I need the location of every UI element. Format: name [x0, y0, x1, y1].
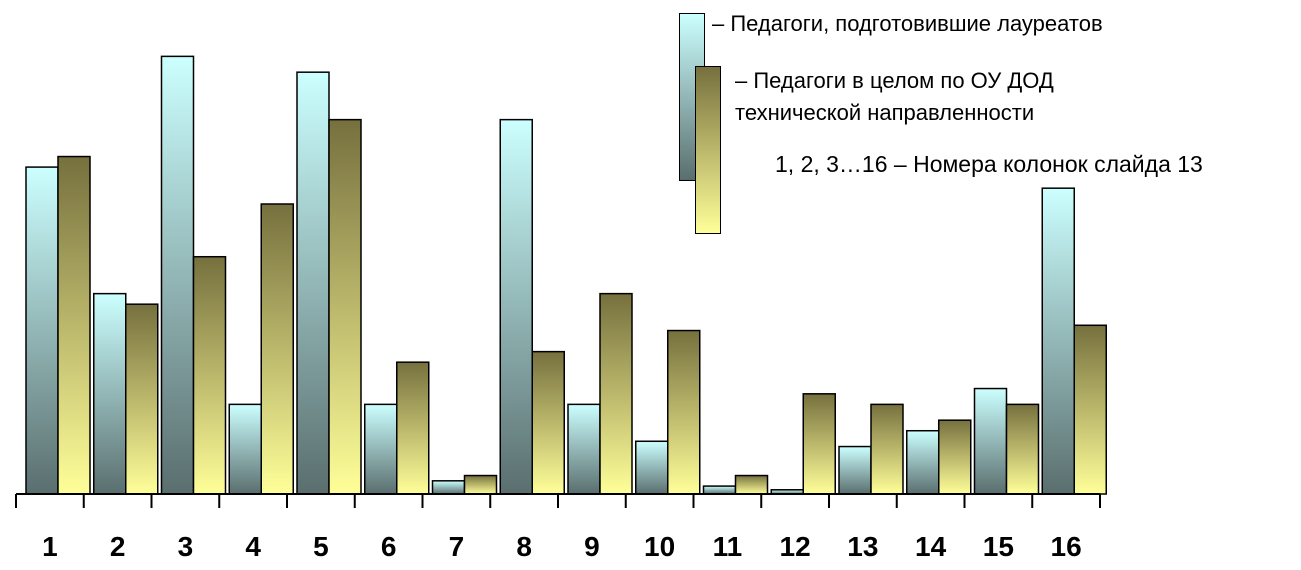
bar-series-1-col-16 [1041, 187, 1075, 495]
legend-label-series-1: – Педагоги, подготовившие лауреатов [712, 11, 1103, 36]
bar-series-2-col-15 [1005, 403, 1040, 495]
bar-series-1-col-14 [906, 429, 940, 495]
legend-swatch-series-2 [695, 66, 721, 234]
x-tick-label-13: 13 [847, 531, 878, 562]
x-tick-label-7: 7 [449, 531, 465, 562]
bar-series-2-col-14 [938, 419, 972, 495]
bar-series-1-col-5 [296, 71, 330, 495]
x-tick-label-1: 1 [42, 531, 58, 562]
bar-series-1-col-10 [635, 440, 669, 495]
x-tick-label-3: 3 [178, 531, 194, 562]
bar-series-2-col-1 [57, 155, 91, 495]
bars-group [25, 55, 1107, 495]
bar-series-2-col-8 [531, 350, 565, 495]
legend-label-series-2-line-1: – Педагоги в целом по ОУ ДОД [735, 68, 1054, 93]
x-tick-label-15: 15 [983, 531, 1014, 562]
bar-series-1-col-1 [25, 166, 59, 495]
bar-series-1-col-3 [160, 55, 195, 495]
bar-series-2-col-2 [125, 303, 159, 495]
x-tick-label-14: 14 [915, 531, 947, 562]
bar-series-1-col-8 [499, 118, 533, 495]
bar-series-2-col-5 [328, 118, 362, 495]
bar-series-2-col-12 [802, 393, 836, 495]
x-tick-label-4: 4 [245, 531, 261, 562]
x-tick-label-2: 2 [110, 531, 126, 562]
x-tick-label-11: 11 [713, 531, 743, 562]
bar-series-2-col-7 [463, 474, 498, 495]
bar-series-1-col-6 [364, 403, 398, 495]
x-tick-label-16: 16 [1051, 531, 1082, 562]
bar-series-1-col-7 [431, 480, 466, 495]
bar-series-2-col-9 [599, 292, 633, 495]
bar-series-1-col-15 [973, 387, 1008, 495]
bar-series-2-col-4 [260, 203, 294, 495]
x-axis-tick-labels: 1 2 3 4 5 6 7 8 9 10 11 12 13 14 15 16 [42, 531, 1082, 562]
x-tick-label-10: 10 [644, 531, 675, 562]
bar-series-2-col-6 [396, 361, 430, 495]
x-tick-label-5: 5 [313, 531, 329, 562]
x-tick-label-8: 8 [516, 531, 532, 562]
bar-series-2-col-16 [1073, 324, 1107, 495]
bar-series-2-col-3 [192, 255, 227, 495]
bar-series-1-col-13 [838, 445, 872, 495]
bar-series-1-col-4 [228, 403, 262, 495]
bar-series-1-col-9 [567, 403, 601, 495]
legend-label-series-2-line-2: технической направленности [735, 100, 1035, 125]
x-tick-label-6: 6 [381, 531, 397, 562]
bar-series-1-col-2 [93, 292, 127, 495]
bar-series-2-col-11 [734, 474, 769, 495]
legend-note: 1, 2, 3…16 – Номера колонок слайда 13 [775, 151, 1203, 177]
x-tick-label-12: 12 [780, 531, 811, 562]
bar-series-1-col-11 [702, 485, 737, 495]
x-axis-ticks [15, 494, 1101, 508]
bar-series-2-col-13 [870, 403, 904, 495]
bar-series-2-col-10 [667, 329, 701, 495]
x-tick-label-9: 9 [584, 531, 600, 562]
